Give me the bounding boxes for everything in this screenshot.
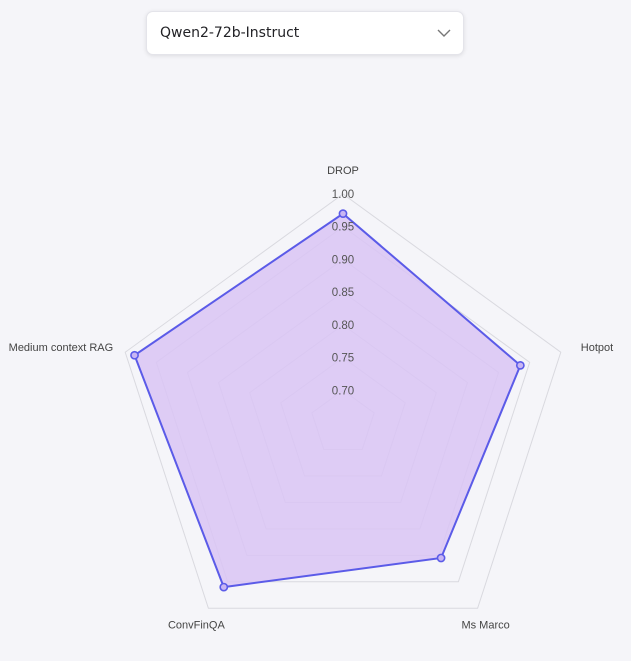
axis-label-convfinqa: ConvFinQA (168, 619, 226, 631)
data-point-medium-context-rag[interactable] (130, 350, 139, 360)
data-point-hotpot[interactable] (515, 360, 525, 370)
series-area (133, 212, 522, 589)
tick-label: 1.00 (332, 189, 354, 201)
grid-ring (124, 193, 562, 609)
axis-label-hotpot: Hotpot (581, 342, 613, 354)
radar-tick-labels: 0.70 0.75 0.80 0.85 0.90 0.95 1.00 (332, 189, 354, 397)
tick-label: 0.95 (332, 222, 354, 234)
tick-label: 0.70 (332, 385, 354, 397)
tick-label: 0.90 (332, 254, 354, 266)
tick-label: 0.85 (332, 287, 354, 299)
model-select[interactable]: Qwen2-72b-Instruct (146, 11, 464, 55)
data-point-convfinqa[interactable] (219, 582, 229, 592)
data-point-drop[interactable] (338, 209, 348, 219)
radar-series (130, 209, 525, 592)
axis-label-ms-marco: Ms Marco (461, 619, 509, 631)
axis-label-medium-context-rag: Medium context RAG (9, 342, 114, 354)
tick-label: 0.80 (332, 320, 354, 332)
model-select-value: Qwen2-72b-Instruct (160, 25, 300, 41)
chevron-down-icon[interactable] (437, 29, 451, 38)
axis-label-drop: DROP (327, 165, 359, 177)
radar-axis-labels: DROP Hotpot Ms Marco ConvFinQA Medium contex… (9, 165, 614, 631)
data-point-ms-marco[interactable] (436, 553, 446, 563)
tick-label: 0.75 (332, 353, 354, 365)
